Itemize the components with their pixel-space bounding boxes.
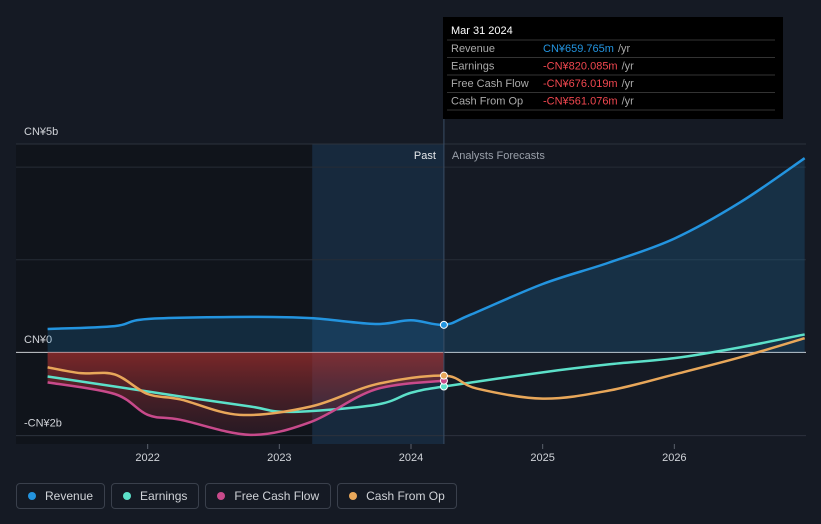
forecast-label: Analysts Forecasts <box>452 150 545 162</box>
tooltip-label: Free Cash Flow <box>451 78 529 90</box>
tooltip-label: Earnings <box>451 60 495 72</box>
legend-label: Cash From Op <box>366 489 445 503</box>
legend-swatch <box>217 492 226 500</box>
legend: Revenue Earnings Free Cash Flow Cash From O… <box>16 483 457 509</box>
legend-item[interactable]: Revenue <box>16 483 106 509</box>
x-tick-label: 2026 <box>662 452 686 464</box>
tooltip-label: Revenue <box>451 43 495 55</box>
x-tick-label: 2024 <box>399 452 423 464</box>
legend-item[interactable]: Cash From Op <box>337 483 457 509</box>
tooltip-unit: /yr <box>622 60 635 72</box>
legend-label: Earnings <box>140 489 188 503</box>
tooltip-unit: /yr <box>622 78 635 90</box>
series-line <box>47 379 445 437</box>
tooltip: Mar 31 2024 Revenue CN¥659.765m/yr Earnings… <box>443 17 783 119</box>
y-tick-label: -CN¥2b <box>24 418 62 430</box>
series-line <box>47 333 805 414</box>
legend-label: Free Cash Flow <box>234 489 320 503</box>
tooltip-value: CN¥659.765m/yr <box>543 43 630 55</box>
series-line <box>47 336 806 417</box>
tooltip-label: Cash From Op <box>451 95 523 107</box>
legend-item[interactable]: Earnings <box>111 483 200 509</box>
legend-swatch <box>349 492 358 500</box>
tooltip-unit: /yr <box>622 95 635 107</box>
legend-swatch <box>123 492 132 500</box>
tooltip-amount: -CN¥561.076m <box>543 95 618 107</box>
tooltip-value: -CN¥561.076m/yr <box>543 95 634 107</box>
tooltip-date: Mar 31 2024 <box>451 25 513 37</box>
legend-label: Revenue <box>45 489 94 503</box>
y-tick-label: CN¥5b <box>24 126 58 138</box>
x-tick-label: 2025 <box>530 452 554 464</box>
legend-item[interactable]: Free Cash Flow <box>205 483 332 509</box>
past-label: Past <box>414 150 436 162</box>
x-tick-label: 2023 <box>267 452 291 464</box>
tooltip-value: -CN¥820.085m/yr <box>543 60 634 72</box>
series-line <box>47 157 806 331</box>
tooltip-amount: -CN¥820.085m <box>543 60 618 72</box>
tooltip-amount: CN¥659.765m <box>543 43 614 55</box>
tooltip-box <box>443 17 783 119</box>
highlight-point <box>439 371 448 380</box>
y-tick-label: CN¥0 <box>24 334 52 346</box>
highlight-point <box>439 320 448 329</box>
tooltip-amount: -CN¥676.019m <box>543 78 618 90</box>
tooltip-value: -CN¥676.019m/yr <box>543 78 634 90</box>
revenue-area <box>47 158 805 353</box>
x-tick-label: 2022 <box>135 452 159 464</box>
legend-swatch <box>28 492 36 500</box>
tooltip-unit: /yr <box>618 43 631 55</box>
